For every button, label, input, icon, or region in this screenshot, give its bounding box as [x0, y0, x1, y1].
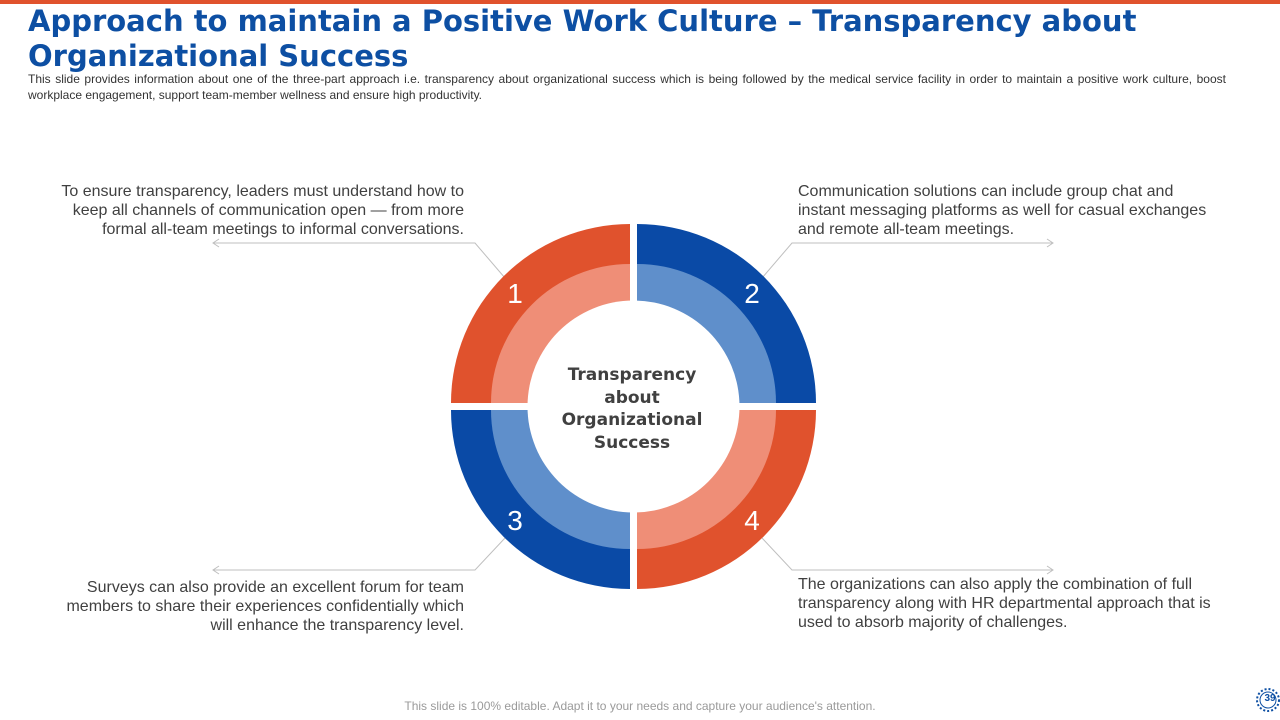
page-number-badge-icon: [1256, 688, 1280, 712]
connector-line-3: [213, 537, 506, 571]
connector-arrow-3: [212, 565, 220, 575]
connector-arrow-4: [1046, 565, 1054, 575]
center-disc: [527, 300, 740, 513]
slide-title: Approach to maintain a Positive Work Cul…: [28, 4, 1137, 73]
top-accent-bar: [0, 0, 1280, 4]
center-label-line-1: Transparency: [568, 365, 697, 385]
segment-number-4: 4: [744, 505, 760, 536]
center-label-line-3: Organizational: [562, 410, 703, 430]
slide-footer-note: This slide is 100% editable. Adapt it to…: [404, 699, 876, 713]
connector-arrow-1: [212, 238, 220, 248]
connector-line-4: [761, 537, 1053, 571]
segment-number-1: 1: [507, 278, 523, 309]
connector-line-1: [213, 242, 506, 279]
slide-subtitle: This slide provides information about on…: [28, 72, 1226, 102]
segment-description-4: The organizations can also apply the com…: [798, 576, 1211, 631]
segment-description-3: Surveys can also provide an excellent fo…: [66, 579, 464, 634]
connector-arrow-2: [1046, 238, 1054, 248]
segment-description-1: To ensure transparency, leaders must und…: [61, 183, 464, 238]
segment-number-2: 2: [744, 278, 760, 309]
segment-number-3: 3: [507, 505, 523, 536]
center-label-line-2: about: [604, 388, 660, 408]
page-number: 39: [1264, 693, 1276, 704]
center-label-line-4: Success: [594, 433, 670, 453]
segment-description-2: Communication solutions can include grou…: [798, 183, 1207, 238]
connector-line-2: [761, 242, 1053, 279]
